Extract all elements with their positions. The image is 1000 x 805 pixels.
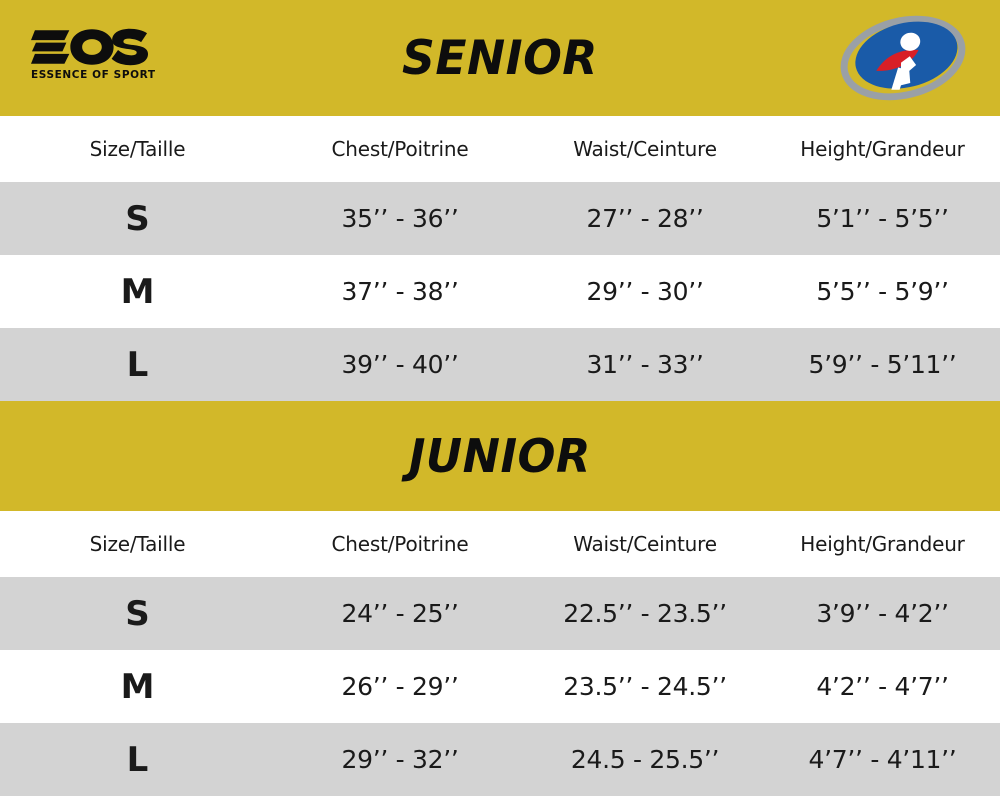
column-header-size: Size/Taille [0, 116, 275, 182]
row-chest-value: 35’’ - 36’’ [275, 182, 525, 255]
row-waist-value: 31’’ - 33’’ [525, 328, 765, 401]
row-chest-value: 29’’ - 32’’ [275, 723, 525, 796]
table-row: M 37’’ - 38’’ 29’’ - 30’’ 5’5’’ - 5’9’’ [0, 255, 1000, 328]
row-height-value: 4’7’’ - 4’11’’ [765, 723, 1000, 796]
junior-header-row: Size/Taille Chest/Poitrine Waist/Ceintur… [0, 511, 1000, 577]
column-header-waist: Waist/Ceinture [525, 116, 765, 182]
column-header-waist: Waist/Ceinture [525, 511, 765, 577]
table-row: S 24’’ - 25’’ 22.5’’ - 23.5’’ 3’9’’ - 4’… [0, 577, 1000, 650]
table-row: S 35’’ - 36’’ 27’’ - 28’’ 5’1’’ - 5’5’’ [0, 182, 1000, 255]
row-size-label: L [0, 328, 275, 401]
row-size-label: S [0, 182, 275, 255]
senior-banner: ESSENCE OF SPORT SENIOR [0, 0, 1000, 116]
row-chest-value: 37’’ - 38’’ [275, 255, 525, 328]
row-height-value: 5’5’’ - 5’9’’ [765, 255, 1000, 328]
senior-size-table: Size/Taille Chest/Poitrine Waist/Ceintur… [0, 116, 1000, 401]
senior-section-title: SENIOR [402, 30, 598, 86]
junior-banner: JUNIOR [0, 401, 1000, 511]
club-logo [828, 12, 978, 104]
row-waist-value: 29’’ - 30’’ [525, 255, 765, 328]
row-waist-value: 27’’ - 28’’ [525, 182, 765, 255]
eos-logo: ESSENCE OF SPORT [31, 27, 156, 89]
row-height-value: 4’2’’ - 4’7’’ [765, 650, 1000, 723]
row-waist-value: 24.5 - 25.5’’ [525, 723, 765, 796]
row-height-value: 3’9’’ - 4’2’’ [765, 577, 1000, 650]
eos-wordmark-icon [31, 28, 149, 66]
row-waist-value: 22.5’’ - 23.5’’ [525, 577, 765, 650]
senior-header-row: Size/Taille Chest/Poitrine Waist/Ceintur… [0, 116, 1000, 182]
row-height-value: 5’1’’ - 5’5’’ [765, 182, 1000, 255]
row-chest-value: 24’’ - 25’’ [275, 577, 525, 650]
table-row: L 39’’ - 40’’ 31’’ - 33’’ 5’9’’ - 5’11’’ [0, 328, 1000, 401]
column-header-size: Size/Taille [0, 511, 275, 577]
row-size-label: L [0, 723, 275, 796]
row-size-label: S [0, 577, 275, 650]
row-chest-value: 26’’ - 29’’ [275, 650, 525, 723]
table-row: M 26’’ - 29’’ 23.5’’ - 24.5’’ 4’2’’ - 4’… [0, 650, 1000, 723]
skater-emblem-icon [840, 15, 966, 101]
junior-section-title: JUNIOR [409, 429, 591, 483]
column-header-height: Height/Grandeur [765, 116, 1000, 182]
junior-size-table: Size/Taille Chest/Poitrine Waist/Ceintur… [0, 511, 1000, 796]
row-waist-value: 23.5’’ - 24.5’’ [525, 650, 765, 723]
column-header-height: Height/Grandeur [765, 511, 1000, 577]
column-header-chest: Chest/Poitrine [275, 116, 525, 182]
row-size-label: M [0, 650, 275, 723]
column-header-chest: Chest/Poitrine [275, 511, 525, 577]
row-height-value: 5’9’’ - 5’11’’ [765, 328, 1000, 401]
eos-tagline: ESSENCE OF SPORT [31, 69, 156, 81]
table-row: L 29’’ - 32’’ 24.5 - 25.5’’ 4’7’’ - 4’11… [0, 723, 1000, 796]
row-chest-value: 39’’ - 40’’ [275, 328, 525, 401]
row-size-label: M [0, 255, 275, 328]
